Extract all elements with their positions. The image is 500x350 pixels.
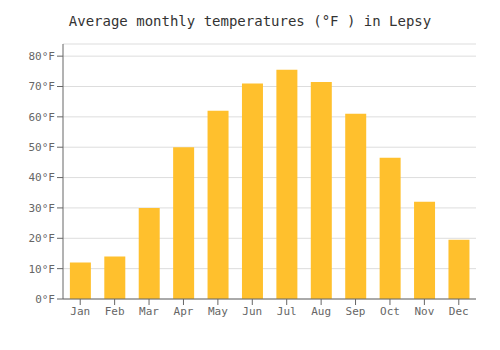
svg-text:Jun: Jun bbox=[242, 305, 262, 318]
svg-text:Jan: Jan bbox=[70, 305, 90, 318]
svg-text:0°F: 0°F bbox=[35, 293, 55, 306]
svg-text:70°F: 70°F bbox=[29, 80, 56, 93]
svg-text:10°F: 10°F bbox=[29, 263, 56, 276]
svg-text:Nov: Nov bbox=[414, 305, 434, 318]
svg-text:Feb: Feb bbox=[105, 305, 125, 318]
svg-text:Aug: Aug bbox=[311, 305, 331, 318]
svg-text:Sep: Sep bbox=[346, 305, 366, 318]
svg-text:40°F: 40°F bbox=[29, 171, 56, 184]
svg-text:Jul: Jul bbox=[277, 305, 297, 318]
svg-text:Mar: Mar bbox=[139, 305, 159, 318]
svg-text:80°F: 80°F bbox=[29, 50, 56, 63]
html-text:Average monthly temperatures (: Average monthly temperatures (°F ) in Le… bbox=[68, 13, 432, 29]
svg-text:30°F: 30°F bbox=[29, 202, 56, 215]
svg-text:Apr: Apr bbox=[174, 305, 194, 318]
svg-text:Dec: Dec bbox=[449, 305, 469, 318]
svg-text:50°F: 50°F bbox=[29, 141, 56, 154]
svg-text:Oct: Oct bbox=[380, 305, 400, 318]
svg-text:60°F: 60°F bbox=[29, 111, 56, 124]
svg-text:20°F: 20°F bbox=[29, 232, 56, 245]
svg-text:May: May bbox=[208, 305, 228, 318]
